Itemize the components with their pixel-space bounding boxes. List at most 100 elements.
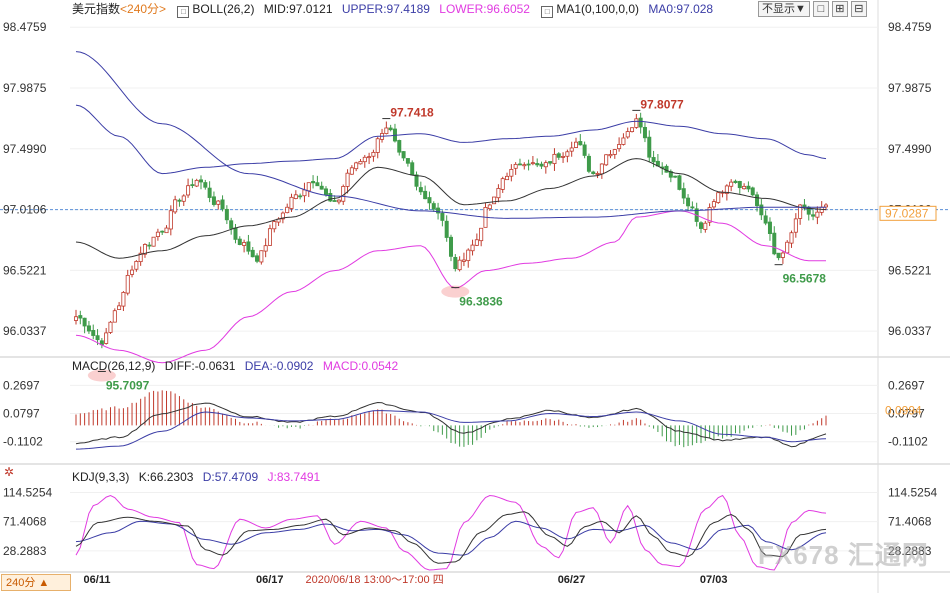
right-tick-label: 0.0797 xyxy=(888,407,925,421)
period-tag: <240分> xyxy=(120,2,167,16)
candle-body xyxy=(250,249,255,258)
display-dropdown[interactable]: 不显示▼ xyxy=(758,1,810,17)
boll-mid: MID:97.0121 xyxy=(263,2,333,16)
candle-body xyxy=(405,158,410,164)
candle-body xyxy=(104,332,109,344)
kdj-k-line xyxy=(75,511,827,564)
candle-body xyxy=(255,255,260,262)
right-tick-label: 28.2883 xyxy=(888,544,932,558)
candle-body xyxy=(117,305,122,310)
candle-body xyxy=(95,335,100,341)
candle-body xyxy=(216,200,221,205)
period-selector[interactable]: 240分 ▲ xyxy=(1,574,71,591)
candle-body xyxy=(582,144,587,156)
candle-body xyxy=(466,249,471,262)
candle-body xyxy=(543,162,548,168)
extreme-label: 96.5678 xyxy=(783,272,827,286)
candle-body xyxy=(767,221,772,234)
candle-body xyxy=(323,188,328,195)
candle-body xyxy=(423,190,428,200)
candle-body xyxy=(160,230,165,233)
candle-body xyxy=(414,174,419,187)
candle-body xyxy=(457,259,462,271)
boll-lower-line xyxy=(75,210,826,364)
kdj-j: J:83.7491 xyxy=(267,470,321,484)
date-tick-label: 06/17 xyxy=(256,574,284,586)
right-tick-label: 98.4759 xyxy=(888,20,932,34)
candle-body xyxy=(164,227,169,234)
candle-body xyxy=(354,162,359,170)
candle-body xyxy=(772,232,777,255)
candle-body xyxy=(755,194,760,207)
candle-body xyxy=(289,196,294,209)
candle-body xyxy=(211,196,216,205)
symbol-name: 美元指数 xyxy=(72,2,121,16)
candle-body xyxy=(513,163,518,169)
right-tick-label: 97.9875 xyxy=(888,81,932,95)
candle-body xyxy=(595,173,600,175)
candle-body xyxy=(130,269,135,275)
indicator-toggle-icon[interactable]: □ xyxy=(177,6,190,18)
right-tick-label: 96.5221 xyxy=(888,263,932,277)
candle-body xyxy=(776,252,781,259)
candle-body xyxy=(630,127,635,133)
extreme-highlight xyxy=(87,369,116,382)
candle-body xyxy=(509,169,514,177)
candle-body xyxy=(298,195,303,198)
candle-body xyxy=(319,185,324,190)
left-tick-label: 97.0106 xyxy=(3,203,47,217)
candle-body xyxy=(798,204,803,219)
candle-body xyxy=(673,175,678,178)
candle-body xyxy=(198,179,203,183)
candle-body xyxy=(578,141,583,146)
candle-body xyxy=(82,317,87,327)
right-tick-label: 0.2697 xyxy=(888,378,925,392)
candle-body xyxy=(397,140,402,153)
candle-body xyxy=(711,201,716,208)
candle-body xyxy=(427,197,432,204)
candle-body xyxy=(229,220,234,229)
left-tick-label: 0.0797 xyxy=(3,407,40,421)
candle-body xyxy=(737,181,742,189)
right-tick-label: 71.4068 xyxy=(888,515,932,529)
candle-body xyxy=(181,195,186,202)
ma-toggle-icon[interactable]: □ xyxy=(541,6,554,18)
window-icon[interactable]: □ xyxy=(812,1,829,17)
macd-dea: DEA:-0.0902 xyxy=(244,359,314,373)
candle-body xyxy=(336,199,341,203)
candle-body xyxy=(91,329,96,336)
candle-body xyxy=(690,206,695,209)
candle-body xyxy=(517,163,522,166)
current-price-label: 97.0287 xyxy=(885,206,929,220)
macd-legend: MACD(26,12,9) DIFF:-0.0631 DEA:-0.0902 M… xyxy=(72,358,404,374)
settings-gear-icon[interactable]: ✲ xyxy=(4,465,15,479)
candle-body xyxy=(302,189,307,197)
candle-body xyxy=(729,181,734,187)
macd-current-label: 0.0994 xyxy=(885,404,922,418)
candle-body xyxy=(328,193,333,202)
candle-body xyxy=(315,182,320,187)
candle-body xyxy=(586,155,591,172)
candle-body xyxy=(401,151,406,159)
candle-body xyxy=(625,131,630,138)
candle-body xyxy=(604,154,609,166)
collapse-icon[interactable]: ⊟ xyxy=(850,1,867,17)
candle-body xyxy=(474,239,479,246)
grid-icon[interactable]: ⊞ xyxy=(831,1,848,17)
candle-body xyxy=(151,236,156,247)
candle-body xyxy=(388,127,393,131)
ma-value: MA0:97.028 xyxy=(648,2,714,16)
candle-body xyxy=(263,245,268,252)
kdj-pane xyxy=(75,494,827,571)
candle-body xyxy=(125,274,130,294)
candle-body xyxy=(362,156,367,163)
candle-body xyxy=(500,178,505,190)
candle-body xyxy=(267,228,272,246)
hover-date-label: 2020/06/18 13:00～17:00 四 xyxy=(305,574,443,586)
candle-body xyxy=(418,187,423,193)
candle-body xyxy=(293,194,298,199)
candle-body xyxy=(246,241,251,252)
candle-body xyxy=(686,197,691,207)
